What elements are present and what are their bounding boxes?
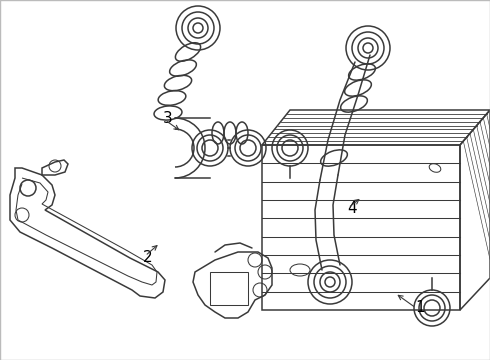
- Text: 4: 4: [347, 201, 357, 216]
- Text: 3: 3: [163, 111, 173, 126]
- Text: 1: 1: [415, 301, 425, 315]
- Text: 2: 2: [143, 251, 153, 266]
